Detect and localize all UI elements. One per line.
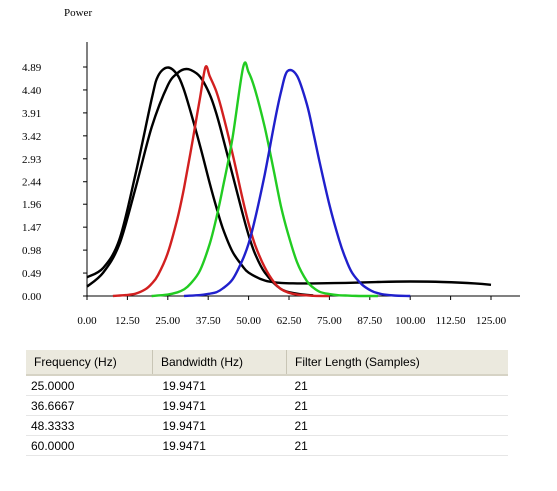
y-tick-label: 0.98 xyxy=(22,245,42,257)
x-tick-label: 25.00 xyxy=(155,315,180,327)
y-tick-label: 1.96 xyxy=(22,199,42,211)
power-chart: Power 0.00 0.49 0.98 1.47 1.96 2.44 2.93 3.42 3.… xyxy=(22,7,520,327)
cell-filter-length: 21 xyxy=(286,395,508,416)
cell-bandwidth: 19.9471 xyxy=(152,395,287,416)
y-axis-title: Power xyxy=(64,7,92,19)
series-line-3 xyxy=(112,65,330,298)
x-tick-label: 12.50 xyxy=(115,315,140,327)
x-tick-label: 62.50 xyxy=(277,315,302,327)
series-line-4 xyxy=(151,61,378,298)
y-tick-label: 4.40 xyxy=(22,85,42,97)
x-tick-label: 100.00 xyxy=(395,315,426,327)
table-header-row: Frequency (Hz) Bandwidth (Hz) Filter Len… xyxy=(26,350,508,376)
cell-frequency: 60.0000 xyxy=(26,435,153,456)
column-header-filter-length[interactable]: Filter Length (Samples) xyxy=(286,350,508,376)
column-header-frequency[interactable]: Frequency (Hz) xyxy=(26,350,153,376)
cell-bandwidth: 19.9471 xyxy=(152,435,287,456)
y-tick-label: 3.91 xyxy=(22,108,41,120)
x-tick-label: 87.50 xyxy=(357,315,382,327)
x-tick-label: 125.00 xyxy=(476,315,507,327)
cell-bandwidth: 19.9471 xyxy=(152,375,287,396)
x-tick-label: 50.00 xyxy=(236,315,261,327)
y-tick-label: 4.89 xyxy=(22,62,42,74)
cell-filter-length: 21 xyxy=(286,375,508,396)
y-tick-label: 2.44 xyxy=(22,177,42,189)
x-tick-label: 37.50 xyxy=(196,315,221,327)
table-row[interactable]: 25.0000 19.9471 21 xyxy=(26,375,508,396)
filter-results-table: Frequency (Hz) Bandwidth (Hz) Filter Len… xyxy=(26,350,508,456)
cell-frequency: 48.3333 xyxy=(26,415,153,436)
table-row[interactable]: 36.6667 19.9471 21 xyxy=(26,395,508,416)
cell-frequency: 25.0000 xyxy=(26,375,153,396)
x-tick-label: 112.50 xyxy=(436,315,466,327)
x-tick-label: 75.00 xyxy=(317,315,342,327)
cell-frequency: 36.6667 xyxy=(26,395,153,416)
table-row[interactable]: 60.0000 19.9471 21 xyxy=(26,435,508,456)
series-line-5 xyxy=(183,68,411,298)
column-header-bandwidth[interactable]: Bandwidth (Hz) xyxy=(152,350,287,376)
y-tick-label: 0.00 xyxy=(22,291,42,303)
y-tick-label: 0.49 xyxy=(22,268,42,280)
cell-filter-length: 21 xyxy=(286,435,508,456)
cell-filter-length: 21 xyxy=(286,415,508,436)
y-tick-label: 1.47 xyxy=(22,222,42,234)
y-tick-label: 2.93 xyxy=(22,154,42,166)
cell-bandwidth: 19.9471 xyxy=(152,415,287,436)
table-row[interactable]: 48.3333 19.9471 21 xyxy=(26,415,508,436)
series-line-1 xyxy=(86,66,492,286)
series-line-2 xyxy=(86,67,314,297)
x-tick-label: 0.00 xyxy=(77,315,97,327)
y-tick-label: 3.42 xyxy=(22,131,41,143)
